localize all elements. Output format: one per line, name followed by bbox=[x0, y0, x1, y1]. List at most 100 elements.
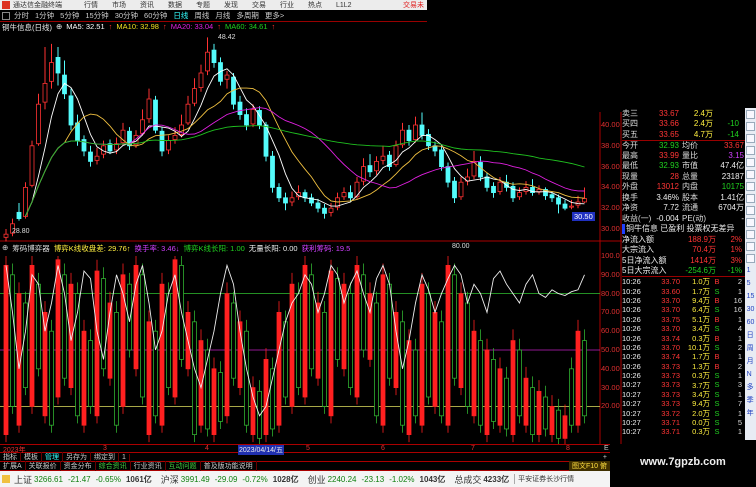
tick-list[interactable]: 10:26 33.70 1.0万 B 2 10:26 33.60 1.7万 S 1 10:26 33.… bbox=[622, 276, 745, 437]
tab[interactable]: 另存为 bbox=[63, 452, 91, 462]
indicator-body bbox=[387, 283, 392, 379]
stat-value: 32.93 bbox=[658, 140, 679, 150]
indicator-body bbox=[88, 340, 93, 407]
index-name[interactable]: 创业 bbox=[307, 474, 326, 485]
extension-tabs: 扩展A 关联报价 资金分布 综合资讯 行业资讯 互动问题 普及版功能说明 图文F… bbox=[0, 461, 610, 471]
candle bbox=[120, 122, 126, 146]
toolbar-icon[interactable] bbox=[746, 121, 755, 131]
period-tab[interactable]: 分时 bbox=[14, 11, 29, 20]
toolbar-period-60[interactable]: 60 bbox=[746, 319, 755, 326]
indicator-body bbox=[146, 321, 152, 435]
period-tab[interactable]: 30分钟 bbox=[114, 11, 139, 20]
toolbar-period-30[interactable]: 30 bbox=[746, 306, 755, 313]
toolbar-icon[interactable] bbox=[746, 157, 755, 167]
indicator-body bbox=[49, 330, 54, 426]
menu-hot[interactable]: 热点 bbox=[308, 2, 322, 9]
tab[interactable]: 关联报价 bbox=[26, 461, 61, 471]
tick-row: 10:26 33.70 9.4万 B 16 bbox=[622, 296, 745, 305]
toolbar-period-5[interactable]: 5 bbox=[746, 280, 751, 287]
indicator-body bbox=[530, 387, 535, 436]
add-indicator-icon[interactable]: ⊕ bbox=[56, 22, 63, 31]
menu-data[interactable]: 数据 bbox=[168, 2, 182, 9]
toolbar-period-年[interactable]: 年 bbox=[746, 410, 754, 417]
rsi-icon[interactable] bbox=[746, 193, 755, 203]
move-icon[interactable] bbox=[746, 217, 755, 227]
indicator-bar bbox=[504, 366, 509, 437]
stat-label: 最低 bbox=[622, 161, 638, 171]
indicator-body bbox=[218, 372, 223, 422]
period-tab[interactable]: 60分钟 bbox=[144, 11, 168, 20]
toolbar-icon[interactable] bbox=[746, 205, 755, 215]
toolbar-period-多[interactable]: 多 bbox=[746, 384, 754, 391]
period-tab[interactable]: 多周期 bbox=[236, 11, 259, 20]
indicator-name[interactable]: 筹码博弈器 bbox=[12, 244, 50, 253]
toolbar-period-月[interactable]: 月 bbox=[746, 358, 754, 365]
tab[interactable]: 资金分布 bbox=[61, 461, 96, 471]
indicator-settings-icon[interactable]: ⊕ bbox=[2, 243, 9, 252]
window-toggle-icon[interactable] bbox=[2, 11, 10, 20]
plus-icon[interactable]: + bbox=[602, 453, 607, 461]
indicator-body bbox=[211, 368, 217, 435]
tick-price: 33.73 bbox=[661, 371, 680, 381]
menu-market[interactable]: 市场 bbox=[112, 2, 126, 9]
tab[interactable]: 普及版功能说明 bbox=[201, 461, 257, 471]
toolbar-icon[interactable] bbox=[746, 145, 755, 155]
toolbar-icon[interactable] bbox=[746, 109, 755, 119]
tick-volume: 0.3万 bbox=[692, 427, 710, 437]
period-tab[interactable]: 5分钟 bbox=[60, 11, 80, 20]
pen-icon[interactable] bbox=[746, 229, 755, 239]
indicator-bar bbox=[361, 263, 366, 358]
menu-quotes[interactable]: 行情 bbox=[84, 2, 98, 9]
toolbar-period-季[interactable]: 季 bbox=[746, 397, 754, 404]
toolbar-icon[interactable] bbox=[746, 169, 755, 179]
toolbar-period-15[interactable]: 15 bbox=[746, 293, 755, 300]
period-tab[interactable]: 15分钟 bbox=[85, 11, 109, 20]
menu-industry[interactable]: 行业 bbox=[280, 2, 294, 9]
tab[interactable]: 行业资讯 bbox=[131, 461, 166, 471]
month-label: 4 bbox=[205, 445, 209, 452]
toolbar-icon[interactable] bbox=[746, 181, 755, 191]
period-tab[interactable]: 1分钟 bbox=[35, 11, 55, 20]
toolbar-icon[interactable] bbox=[746, 133, 755, 143]
tab[interactable]: 指标 bbox=[0, 452, 21, 462]
toolbar-icon[interactable] bbox=[746, 253, 755, 263]
tab[interactable]: 扩展A bbox=[0, 461, 26, 471]
index-name[interactable]: 上证 bbox=[14, 474, 33, 485]
index-name[interactable]: 沪深 bbox=[160, 474, 179, 485]
toolbar-period-周[interactable]: 周 bbox=[746, 345, 754, 352]
period-tab-daily[interactable]: 日线 bbox=[173, 11, 189, 20]
stat-value: 7.72 bbox=[663, 203, 679, 213]
kline-chart[interactable] bbox=[0, 0, 622, 444]
flow-pct: -1% bbox=[727, 266, 742, 276]
stat-value: 32.93 bbox=[658, 161, 679, 171]
toolbar-icon[interactable] bbox=[746, 241, 755, 251]
expand-icon[interactable]: E bbox=[604, 445, 609, 452]
toolbar-period-N[interactable]: N bbox=[746, 371, 752, 378]
order-price: 33.66 bbox=[658, 119, 679, 129]
tab[interactable]: 综合资讯 bbox=[96, 461, 131, 471]
tick-row: 10:26 33.75 5.1万 B 1 bbox=[622, 315, 745, 324]
tab[interactable]: 互动问题 bbox=[166, 461, 201, 471]
tab[interactable]: 1 bbox=[119, 453, 130, 461]
period-tab[interactable]: 月线 bbox=[215, 11, 231, 20]
tick-volume: 0.0万 bbox=[692, 418, 710, 428]
indicator-bar bbox=[426, 282, 431, 405]
tick-volume: 5.1万 bbox=[692, 314, 710, 324]
candle-body bbox=[354, 181, 360, 198]
f10-button[interactable]: 图文F10 俯 bbox=[568, 461, 610, 471]
menu-news[interactable]: 资讯 bbox=[140, 2, 154, 9]
low-price-label: 28.80 bbox=[12, 228, 30, 235]
toolbar-period-1[interactable]: 1 bbox=[746, 267, 751, 274]
menu-discover[interactable]: 发现 bbox=[224, 2, 238, 9]
tab[interactable]: 绑定到 bbox=[91, 452, 119, 462]
menu-topics[interactable]: 专题 bbox=[196, 2, 210, 9]
toolbar-period-日[interactable]: 日 bbox=[746, 332, 754, 339]
tab[interactable]: 模板 bbox=[21, 452, 42, 462]
period-tab-more[interactable]: 更多> bbox=[264, 11, 285, 20]
menu-l1l2[interactable]: L1L2 bbox=[336, 1, 352, 9]
period-tab[interactable]: 周线 bbox=[194, 11, 210, 20]
order-label: 卖三 bbox=[622, 108, 638, 118]
tab-manage[interactable]: 管理 bbox=[42, 452, 63, 462]
menu-trade[interactable]: 交易 bbox=[252, 2, 266, 9]
trade-status[interactable]: 交易未 bbox=[403, 2, 424, 9]
